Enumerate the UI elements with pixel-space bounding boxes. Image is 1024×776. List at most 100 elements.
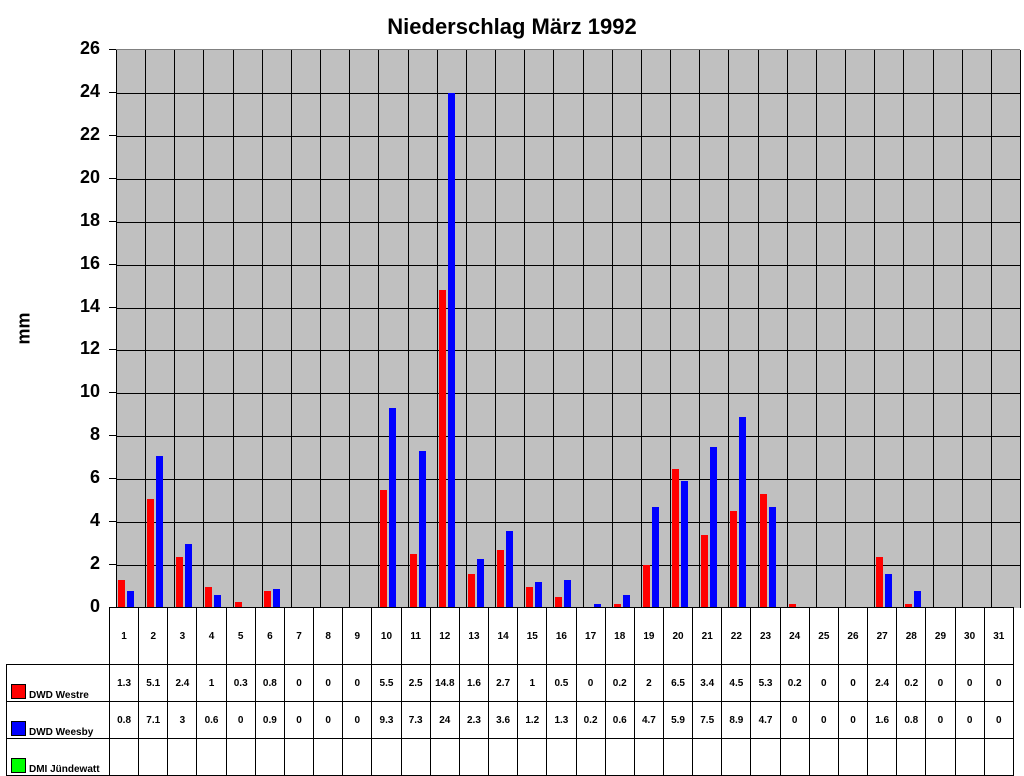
y-tick-mark — [109, 435, 116, 437]
category-label: 20 — [662, 607, 694, 665]
data-cell: 8.9 — [721, 701, 752, 739]
y-tick-mark — [109, 521, 116, 523]
bar — [788, 603, 796, 608]
bar — [176, 556, 184, 608]
grid-line — [553, 50, 554, 608]
bar — [389, 408, 397, 608]
y-tick-label: 12 — [79, 338, 100, 359]
category-label: 26 — [837, 607, 869, 665]
grid-line — [903, 50, 904, 608]
data-cell: 0 — [225, 701, 256, 739]
grid-line — [116, 479, 1020, 481]
y-tick-label: 24 — [79, 80, 100, 101]
category-label: 8 — [313, 607, 344, 665]
bar — [185, 543, 193, 608]
grid-line — [845, 50, 846, 608]
data-cell: 0 — [983, 701, 1014, 739]
data-cell — [167, 738, 198, 776]
data-cell: 5.3 — [750, 664, 781, 702]
data-cell: 7.1 — [138, 701, 169, 739]
data-cell — [808, 738, 839, 776]
y-tick-label: 10 — [79, 381, 100, 402]
chart-title: Niederschlag März 1992 — [387, 14, 637, 39]
grid-line — [203, 50, 204, 608]
data-cell: 6.5 — [662, 664, 694, 702]
grid-line — [641, 50, 642, 608]
data-cell: 7.5 — [692, 701, 723, 739]
y-tick-mark — [109, 134, 116, 136]
data-cell — [633, 738, 664, 776]
grid-line — [116, 307, 1020, 309]
legend-swatch — [11, 684, 26, 699]
data-cell — [867, 738, 898, 776]
data-cell: 2.7 — [488, 664, 519, 702]
category-label: 22 — [721, 607, 752, 665]
grid-line — [495, 50, 496, 608]
data-cell: 0 — [342, 701, 373, 739]
grid-line — [874, 50, 875, 608]
category-label: 12 — [429, 607, 460, 665]
data-cell: 5.1 — [138, 664, 169, 702]
data-cell: 1.6 — [458, 664, 490, 702]
bar — [127, 590, 134, 608]
category-label: 5 — [225, 607, 256, 665]
data-cell — [692, 738, 723, 776]
grid-line — [349, 50, 350, 608]
data-cell: 0 — [779, 701, 810, 739]
legend-entry: DMI Jündewatt — [6, 738, 110, 776]
grid-line — [408, 50, 409, 608]
bar — [555, 597, 563, 608]
category-label: 6 — [254, 607, 285, 665]
data-cell: 24 — [429, 701, 460, 739]
grid-line — [174, 50, 175, 608]
data-cell: 1.2 — [517, 701, 548, 739]
data-cell: 2 — [633, 664, 664, 702]
y-tick-label: 16 — [79, 252, 100, 273]
data-cell: 3.6 — [488, 701, 519, 739]
y-tick-mark — [109, 564, 116, 566]
data-cell: 0 — [954, 664, 985, 702]
data-cell: 2.4 — [867, 664, 898, 702]
data-cell: 0.6 — [196, 701, 227, 739]
grid-line — [116, 565, 1020, 567]
category-label: 23 — [750, 607, 781, 665]
data-cell — [896, 738, 927, 776]
data-cell: 1.3 — [546, 701, 577, 739]
grid-line — [612, 50, 613, 608]
data-cell: 0 — [837, 664, 869, 702]
y-tick-mark — [109, 349, 116, 351]
category-label: 18 — [604, 607, 635, 665]
data-cell — [837, 738, 869, 776]
category-label: 9 — [342, 607, 373, 665]
y-tick-mark — [109, 263, 116, 265]
bar — [905, 603, 913, 608]
category-label: 30 — [954, 607, 985, 665]
grid-line — [524, 50, 525, 608]
data-cell: 14.8 — [429, 664, 460, 702]
category-label: 7 — [283, 607, 315, 665]
data-cell: 0 — [925, 664, 956, 702]
data-cell — [983, 738, 1014, 776]
y-tick-label: 8 — [89, 424, 100, 445]
grid-line — [262, 50, 263, 608]
grid-line — [116, 393, 1020, 395]
data-cell: 3 — [167, 701, 198, 739]
data-cell: 0.2 — [604, 664, 635, 702]
data-cell: 0 — [954, 701, 985, 739]
grid-line — [466, 50, 467, 608]
data-cell: 0.2 — [779, 664, 810, 702]
data-cell: 4.7 — [633, 701, 664, 739]
legend-entry: DWD Weesby — [6, 701, 110, 739]
data-cell — [604, 738, 635, 776]
data-cell: 5.9 — [662, 701, 694, 739]
data-cell — [662, 738, 694, 776]
bar — [234, 601, 242, 608]
bar — [535, 582, 543, 608]
bar — [564, 580, 572, 608]
data-cell — [517, 738, 548, 776]
data-cell: 2.4 — [167, 664, 198, 702]
data-cell: 1 — [196, 664, 227, 702]
category-label: 25 — [808, 607, 839, 665]
category-label: 31 — [983, 607, 1014, 665]
category-label: 13 — [458, 607, 490, 665]
